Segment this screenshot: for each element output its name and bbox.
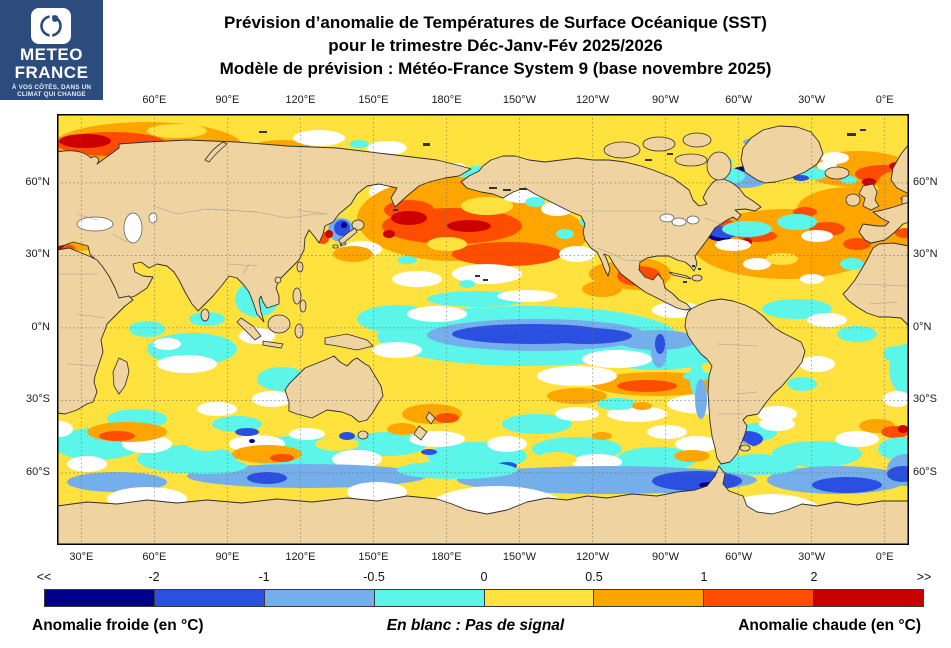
lon-label-top: 90°E <box>215 94 240 106</box>
lat-label-right: 30°N <box>913 248 938 261</box>
colorbar-tick-label: 1 <box>700 570 708 584</box>
lon-label-bottom: 30°W <box>798 551 826 563</box>
title-line-3: Modèle de prévision : Météo-France Syste… <box>219 59 772 78</box>
colorbar-tick-label: >> <box>916 570 932 584</box>
title-line-1: Prévision d’anomalie de Températures de … <box>224 13 767 32</box>
logo-brand-line1: METEO <box>20 45 83 64</box>
lon-label-top: 90°W <box>652 94 680 106</box>
sst-anomaly-map <box>57 114 909 545</box>
legend-nosignal-label: En blanc : Pas de signal <box>386 617 565 634</box>
lon-label-bottom: 30°E <box>69 551 94 563</box>
lat-label-right: 60°S <box>913 465 937 478</box>
colorbar-tick-label: -0.5 <box>363 570 385 584</box>
logo-tagline: À VOS CÔTÉS, DANS UN CLIMAT QUI CHANGE <box>11 84 92 98</box>
lon-label-bottom: 150°E <box>358 551 389 563</box>
legend-warm-label: Anomalie chaude (en °C) <box>738 617 921 634</box>
lon-label-top: 150°E <box>358 94 389 106</box>
logo-brand-line2: FRANCE <box>14 63 89 82</box>
lon-label-top: 180°E <box>431 94 462 106</box>
inland-water-layer <box>76 212 700 244</box>
legend-cold-label: Anomalie froide (en °C) <box>32 617 204 634</box>
title-line-2: pour le trimestre Déc-Janv-Fév 2025/2026 <box>328 36 663 55</box>
country-borders-layer <box>57 205 908 415</box>
gridlines-layer <box>57 114 909 545</box>
meteo-france-logo: METEO FRANCE À VOS CÔTÉS, DANS UN CLIMAT… <box>0 0 103 100</box>
colorbar-segment <box>704 590 815 606</box>
lat-label-right: 0°N <box>913 320 932 333</box>
logo-brand-text: METEO FRANCE <box>0 46 103 82</box>
colorbar-tick-label: -2 <box>148 570 160 584</box>
lon-label-top: 120°E <box>285 94 316 106</box>
lon-label-top: 0°E <box>875 94 894 106</box>
colorbar-segment <box>594 590 705 606</box>
lat-label-left: 30°N <box>25 248 50 261</box>
lon-label-bottom: 90°W <box>652 551 680 563</box>
lon-label-bottom: 60°E <box>142 551 167 563</box>
colorbar-segment <box>154 590 265 606</box>
colorbar-segment <box>264 590 375 606</box>
colorbar-segment <box>484 590 595 606</box>
colorbar-tick-label: 0.5 <box>585 570 603 584</box>
land-layer <box>57 125 909 545</box>
lat-label-left: 60°S <box>26 465 50 478</box>
lon-label-bottom: 60°W <box>725 551 753 563</box>
lon-label-bottom: 120°E <box>285 551 316 563</box>
lon-label-bottom: 120°W <box>575 551 610 563</box>
figure-title: Prévision d’anomalie de Températures de … <box>40 11 951 80</box>
colorbar-tick-label: << <box>36 570 52 584</box>
colorbar-segment <box>45 590 155 606</box>
colorbar-segment <box>374 590 485 606</box>
colorbar-segment <box>814 590 923 606</box>
colorbar-tick-label: 2 <box>810 570 818 584</box>
lat-label-left: 0°N <box>31 320 50 333</box>
lon-label-top: 120°W <box>575 94 610 106</box>
colorbar-tick-label: 0 <box>480 570 488 584</box>
map-frame <box>57 114 909 545</box>
lon-label-top: 60°W <box>725 94 753 106</box>
lat-label-right: 60°N <box>913 175 938 188</box>
lon-label-top: 30°W <box>798 94 826 106</box>
colorbar-tick-label: -1 <box>258 570 270 584</box>
lon-label-top: 60°E <box>142 94 167 106</box>
lon-label-bottom: 0°E <box>875 551 894 563</box>
colorbar <box>44 589 924 607</box>
lon-label-bottom: 90°E <box>215 551 240 563</box>
lat-label-right: 30°S <box>913 393 937 406</box>
lon-label-bottom: 150°W <box>502 551 537 563</box>
lon-label-bottom: 180°E <box>431 551 462 563</box>
lat-label-left: 30°S <box>26 393 50 406</box>
lat-label-left: 60°N <box>25 175 50 188</box>
lon-label-top: 150°W <box>502 94 537 106</box>
meteo-france-sphere-icon <box>31 8 71 44</box>
